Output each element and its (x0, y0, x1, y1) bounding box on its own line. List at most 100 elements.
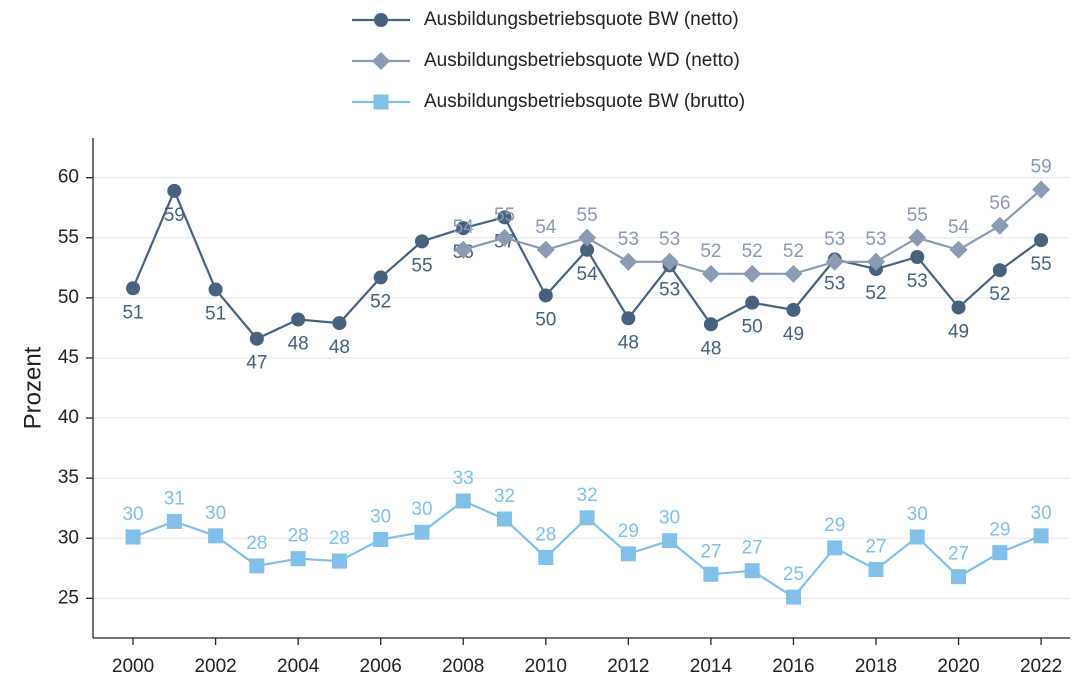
data-label: 51 (122, 302, 143, 323)
data-label: 48 (329, 337, 350, 358)
marker (290, 551, 306, 567)
y-tick-label: 60 (58, 167, 79, 188)
data-label: 53 (659, 279, 680, 300)
legend-item: Ausbildungsbetriebsquote BW (brutto) (352, 91, 745, 112)
data-label: 54 (453, 217, 475, 238)
data-label: 32 (577, 485, 598, 506)
marker (745, 295, 760, 310)
data-label: 27 (742, 538, 763, 559)
x-tick-label: 2004 (277, 656, 320, 677)
data-label: 52 (700, 241, 721, 262)
x-tick-label: 2000 (112, 656, 154, 677)
data-label: 56 (989, 193, 1010, 214)
marker (868, 561, 884, 577)
y-tick-label: 50 (58, 287, 79, 308)
data-label: 48 (618, 332, 639, 353)
marker (1033, 528, 1049, 544)
marker (825, 252, 844, 271)
marker (703, 317, 718, 332)
marker (331, 553, 347, 569)
data-label: 49 (783, 324, 804, 345)
marker (495, 228, 514, 247)
data-label: 53 (824, 273, 845, 294)
x-tick-label: 2012 (607, 656, 649, 677)
data-label: 52 (865, 283, 886, 304)
data-label: 52 (370, 291, 391, 312)
marker (1034, 233, 1049, 248)
marker (1032, 180, 1051, 199)
data-label: 27 (948, 544, 969, 565)
data-label: 30 (370, 506, 391, 527)
data-label: 55 (411, 255, 432, 276)
marker (208, 282, 223, 297)
x-tick-label: 2010 (525, 656, 567, 677)
marker (456, 221, 471, 236)
marker (249, 558, 265, 574)
data-label: 28 (535, 524, 556, 545)
x-tick-label: 2006 (360, 656, 402, 677)
data-label: 53 (618, 229, 639, 250)
marker (373, 531, 389, 547)
data-label: 55 (494, 205, 515, 226)
marker (578, 228, 597, 247)
marker (579, 510, 595, 526)
marker (580, 242, 595, 257)
marker (909, 529, 925, 545)
marker (455, 493, 471, 509)
data-label: 25 (783, 564, 804, 585)
marker (908, 228, 927, 247)
data-label: 52 (783, 241, 804, 262)
marker (372, 52, 390, 70)
marker (414, 234, 429, 249)
marker (621, 311, 636, 326)
data-label: 49 (948, 321, 969, 342)
data-label: 27 (865, 537, 886, 558)
data-label: 53 (659, 229, 680, 250)
data-label: 51 (205, 303, 226, 324)
data-label: 55 (1031, 254, 1052, 275)
y-tick-label: 35 (58, 467, 79, 488)
marker (167, 183, 182, 198)
data-label: 30 (659, 508, 680, 529)
data-label: 55 (577, 205, 598, 226)
legend-label: Ausbildungsbetriebsquote BW (netto) (424, 9, 739, 30)
marker (992, 263, 1007, 278)
data-label: 59 (164, 205, 185, 226)
marker (620, 546, 636, 562)
data-label: 54 (535, 217, 557, 238)
marker (744, 563, 760, 579)
legend-item: Ausbildungsbetriebsquote WD (netto) (352, 50, 740, 71)
marker (992, 545, 1008, 561)
marker (166, 513, 182, 529)
data-label: 29 (824, 515, 845, 536)
data-label: 32 (494, 486, 515, 507)
legend-item: Ausbildungsbetriebsquote BW (netto) (352, 9, 739, 30)
data-label: 28 (329, 528, 350, 549)
marker (662, 533, 678, 549)
data-label: 30 (122, 504, 143, 525)
x-tick-label: 2020 (937, 656, 979, 677)
data-label: 29 (618, 521, 639, 542)
marker (497, 210, 512, 225)
marker (126, 281, 141, 296)
marker (949, 240, 968, 259)
data-label: 53 (865, 229, 886, 250)
marker (867, 252, 886, 271)
marker (660, 252, 679, 271)
data-label: 28 (246, 533, 267, 554)
y-tick-label: 30 (58, 527, 79, 548)
legend-label: Ausbildungsbetriebsquote WD (netto) (424, 50, 740, 71)
marker (291, 312, 306, 327)
marker (785, 589, 801, 605)
marker (786, 302, 801, 317)
marker (497, 511, 513, 527)
marker (703, 566, 719, 582)
data-label: 55 (907, 205, 928, 226)
data-label: 30 (205, 503, 226, 524)
marker (951, 300, 966, 315)
data-label: 52 (989, 284, 1010, 305)
legend-label: Ausbildungsbetriebsquote BW (brutto) (424, 91, 745, 112)
marker (414, 524, 430, 540)
marker (536, 240, 555, 259)
